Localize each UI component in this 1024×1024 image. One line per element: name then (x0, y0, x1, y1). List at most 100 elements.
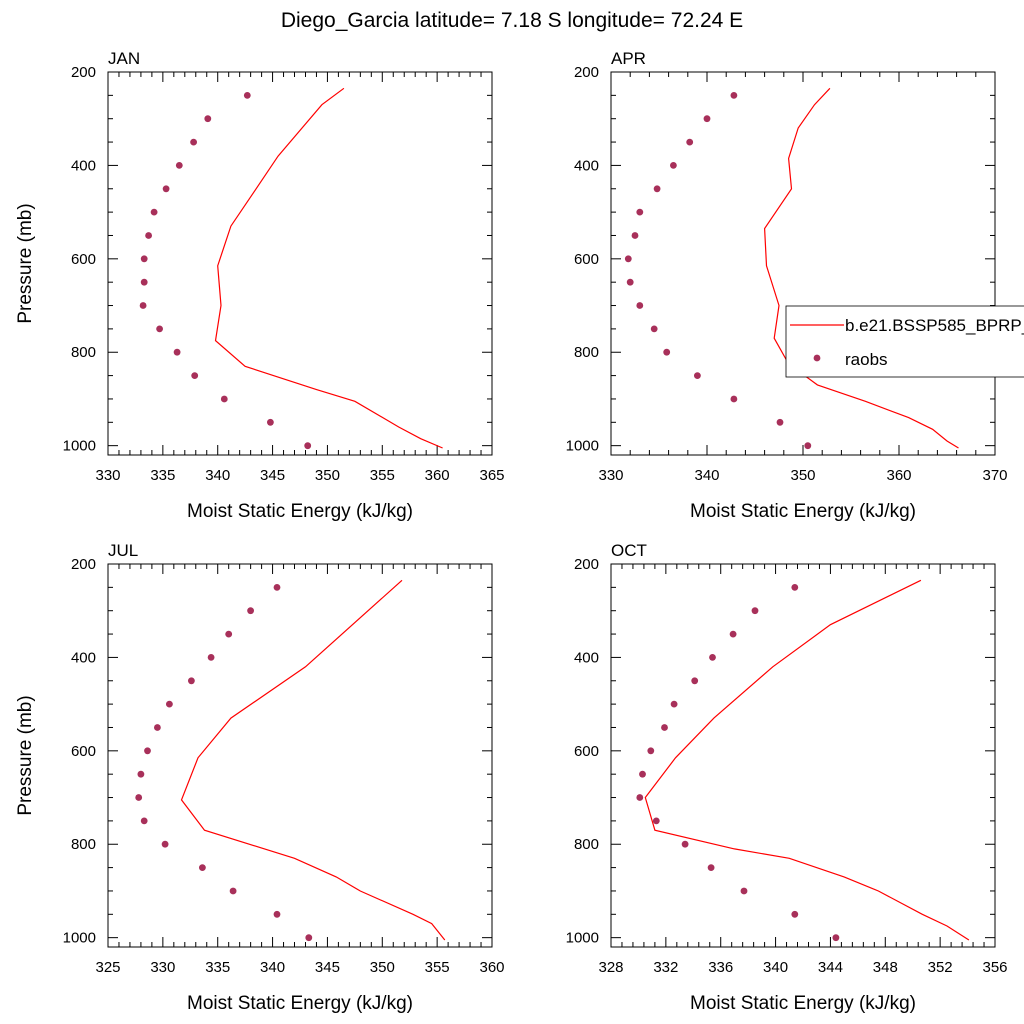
x-tick-label: 332 (653, 959, 678, 976)
raobs-point (791, 910, 799, 918)
raobs-point (140, 278, 148, 286)
raobs-point (173, 348, 181, 356)
raobs-point (273, 910, 281, 918)
raobs-point (670, 700, 678, 708)
raobs-point (624, 255, 632, 263)
raobs-point (663, 348, 671, 356)
raobs-point (751, 607, 759, 615)
panel-label: APR (611, 49, 646, 68)
raobs-point (652, 817, 660, 825)
raobs-point (190, 138, 198, 146)
raobs-point (154, 724, 161, 731)
model-series-line (214, 87, 443, 449)
x-tick-label: 370 (982, 467, 1007, 484)
raobs-point (139, 302, 147, 309)
raobs-point (730, 395, 738, 403)
x-tick-label: 352 (928, 959, 953, 976)
raobs-point (626, 278, 634, 286)
chart-panel-jan: JAN 330 335 340 345 350 355 360 365 200 400 600 800 1… (15, 49, 505, 522)
raobs-point (273, 584, 281, 591)
y-tick-label: 800 (574, 836, 599, 853)
x-tick-label: 336 (708, 959, 733, 976)
y-axis-label: Pressure (mb) (15, 203, 36, 323)
y-tick-label: 400 (71, 649, 96, 666)
x-tick-label: 350 (370, 959, 395, 976)
raobs-point (653, 185, 661, 193)
x-tick-label: 335 (205, 959, 230, 976)
plot-data (139, 87, 443, 450)
raobs-point (191, 372, 199, 379)
y-tick-label: 600 (574, 251, 599, 268)
y-tick-label: 200 (574, 556, 599, 573)
raobs-point (729, 630, 737, 638)
raobs-point (220, 395, 228, 403)
model-series-line (763, 87, 959, 449)
raobs-point (791, 584, 799, 591)
raobs-point (703, 115, 711, 123)
y-tick-label: 200 (71, 64, 96, 81)
y-tick-label: 400 (71, 157, 96, 174)
raobs-point (650, 325, 658, 333)
x-tick-label: 355 (370, 467, 395, 484)
x-tick-label: 360 (425, 467, 450, 484)
plot-frame (610, 71, 996, 456)
panel-label: JAN (108, 49, 140, 68)
raobs-point (639, 770, 646, 778)
raobs-point (225, 630, 233, 638)
x-tick-label: 325 (95, 959, 120, 976)
chart-panel-oct: OCT 328 332 336 340 344 348 352 356 200 400 600 800 1… (566, 541, 1008, 1014)
y-tick-label: 200 (574, 64, 599, 81)
panel-label: JUL (108, 541, 138, 560)
chart-panels: JAN 330 335 340 345 350 355 360 365 200 400 600 800 1… (15, 49, 1008, 1014)
raobs-point (135, 794, 143, 801)
raobs-point (661, 724, 668, 731)
raobs-point (631, 232, 639, 239)
legend-label-raobs: raobs (845, 350, 888, 369)
model-series-line (644, 579, 970, 941)
y-tick-label: 400 (574, 157, 599, 174)
x-tick-label: 356 (982, 959, 1007, 976)
raobs-point (204, 115, 212, 123)
y-tick-label: 600 (71, 743, 96, 760)
x-tick-label: 345 (260, 467, 285, 484)
y-tick-label: 800 (71, 344, 96, 361)
raobs-point (145, 232, 153, 239)
x-tick-label: 360 (886, 467, 911, 484)
y-tick-label: 800 (71, 836, 96, 853)
raobs-point (694, 372, 701, 379)
y-tick-label: 400 (574, 649, 599, 666)
raobs-point (776, 418, 784, 426)
x-tick-label: 355 (425, 959, 450, 976)
raobs-point (709, 654, 716, 661)
legend-marker-swatch (813, 354, 821, 362)
x-axis-label: Moist Static Energy (kJ/kg) (187, 993, 413, 1014)
plot-frame (107, 71, 493, 456)
x-tick-label: 330 (95, 467, 120, 484)
raobs-point (199, 864, 206, 871)
raobs-point (161, 840, 169, 848)
raobs-point (647, 747, 655, 755)
x-tick-label: 345 (315, 959, 340, 976)
plot-data (636, 579, 970, 942)
raobs-point (243, 92, 251, 99)
x-tick-label: 330 (598, 467, 623, 484)
raobs-point (636, 794, 644, 801)
x-axis-label: Moist Static Energy (kJ/kg) (187, 501, 413, 522)
x-tick-label: 340 (694, 467, 719, 484)
raobs-point (304, 442, 312, 450)
y-tick-label: 800 (574, 344, 599, 361)
y-tick-label: 600 (71, 251, 96, 268)
y-axis-label: Pressure (mb) (15, 695, 36, 815)
plot-data (135, 579, 446, 942)
model-series-line (180, 579, 446, 941)
x-tick-label: 340 (763, 959, 788, 976)
raobs-point (156, 325, 164, 333)
raobs-point (686, 138, 694, 146)
raobs-point (267, 418, 274, 426)
raobs-point (804, 442, 812, 450)
x-axis-label: Moist Static Energy (kJ/kg) (690, 993, 916, 1014)
raobs-point (144, 747, 151, 755)
x-tick-label: 340 (260, 959, 285, 976)
legend-box (785, 305, 1024, 378)
